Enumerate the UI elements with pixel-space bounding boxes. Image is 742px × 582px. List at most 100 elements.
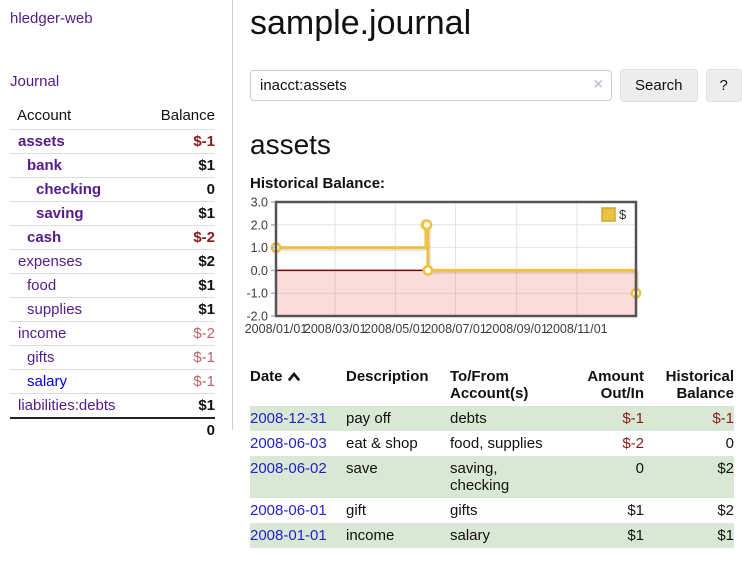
grand-total-value: 0 [206, 422, 215, 439]
account-balance: $1 [198, 205, 215, 222]
account-row: saving $1 [10, 202, 215, 226]
account-name-cell: supplies [10, 298, 140, 322]
transaction-date-cell: 2008-01-01 [250, 523, 346, 548]
account-link-checking[interactable]: checking [36, 181, 102, 198]
transaction-date-cell: 2008-12-31 [250, 406, 346, 431]
account-balance: $-1 [193, 133, 215, 150]
transaction-description: gift [346, 502, 367, 519]
account-balance: $-2 [193, 229, 215, 246]
balance-column-header-txn: Historical Balance [665, 368, 734, 402]
app-title-link[interactable]: hledger-web [10, 10, 93, 27]
transactions-table: Date Description To/From Account(s) Amou… [250, 366, 734, 548]
transaction-date-link[interactable]: 2008-12-31 [250, 410, 327, 427]
account-balance: $-2 [193, 325, 215, 342]
search-input-wrap: × [250, 70, 612, 101]
account-row: supplies $1 [10, 298, 215, 322]
legend-label: $ [619, 207, 627, 222]
account-row: bank $1 [10, 154, 215, 178]
sidebar-item-journal[interactable]: Journal [10, 73, 60, 90]
account-row: assets $-1 [10, 130, 215, 154]
account-name-cell: food [10, 274, 140, 298]
account-link-assets[interactable]: assets [18, 133, 65, 150]
account-row: checking 0 [10, 178, 215, 202]
account-link-income[interactable]: income [18, 325, 67, 342]
account-name-cell: assets [10, 130, 140, 154]
account-link-gifts[interactable]: gifts [27, 349, 55, 366]
account-link-saving[interactable]: saving [36, 205, 84, 222]
transaction-amount: $-1 [622, 410, 644, 427]
description-column-header: Description [346, 368, 429, 385]
account-balance-table: Account Balance assets $-1 bank $1 checking 0… [10, 104, 215, 442]
transaction-balance: $1 [717, 527, 734, 544]
account-name-cell: bank [10, 154, 140, 178]
account-name-cell: salary [10, 370, 140, 394]
clear-search-icon[interactable]: × [593, 76, 603, 93]
transaction-balance: $2 [717, 502, 734, 519]
account-name-cell: liabilities:debts [10, 394, 140, 419]
account-row: gifts $-1 [10, 346, 215, 370]
account-balance: $1 [198, 397, 215, 414]
account-column-header: Account [17, 107, 72, 124]
account-row: expenses $2 [10, 250, 215, 274]
transaction-row: 2008-06-03 eat & shop food, supplies $-2 0 [250, 431, 734, 456]
account-balance: $2 [198, 253, 215, 270]
balance-column-header: Balance [160, 107, 215, 124]
transaction-amount: 0 [635, 460, 644, 477]
page: hledger-web Journal Account Balance asse… [10, 0, 742, 548]
search-input[interactable] [250, 70, 612, 101]
transaction-balance: $-1 [712, 410, 734, 427]
account-name-cell: expenses [10, 250, 140, 274]
page-title: sample.journal [250, 4, 472, 42]
account-link-liabilities-debts[interactable]: liabilities:debts [18, 397, 116, 414]
transaction-accounts: food, supplies [450, 435, 543, 452]
account-heading: assets [250, 129, 331, 160]
transaction-date-cell: 2008-06-03 [250, 431, 346, 456]
transaction-accounts: debts [450, 410, 487, 427]
amount-column-header: Amount Out/In [587, 368, 644, 402]
transaction-accounts: salary [450, 527, 491, 544]
transaction-row: 2008-01-01 income salary $1 $1 [250, 523, 734, 548]
transaction-date-cell: 2008-06-02 [250, 456, 346, 498]
transaction-date-link[interactable]: 2008-06-01 [250, 502, 327, 519]
account-link-salary[interactable]: salary [27, 373, 68, 390]
transaction-description: income [346, 527, 395, 544]
account-row: cash $-2 [10, 226, 215, 250]
account-row: salary $-1 [10, 370, 215, 394]
grand-total-row: 0 [10, 418, 215, 442]
transaction-date-link[interactable]: 2008-01-01 [250, 527, 327, 544]
transaction-date-link[interactable]: 2008-06-03 [250, 435, 327, 452]
transaction-balance: 0 [725, 435, 734, 452]
transaction-date-link[interactable]: 2008-06-02 [250, 460, 327, 477]
svg-text:0.0: 0.0 [251, 264, 268, 278]
svg-text:2008/03/01: 2008/03/01 [304, 322, 367, 336]
account-link-food[interactable]: food [27, 277, 57, 294]
transaction-description: pay off [346, 410, 391, 427]
svg-text:3.0: 3.0 [251, 196, 268, 210]
account-name-cell: income [10, 322, 140, 346]
main-content: sample.journal × Search ? assets Histori… [233, 0, 742, 548]
search-button[interactable]: Search [620, 69, 698, 102]
accounts-column-header: To/From Account(s) [450, 368, 529, 402]
account-link-supplies[interactable]: supplies [27, 301, 83, 318]
balance-chart-svg: 3.0 2.0 1.0 0.0 -1.0 -2.02008/01/012008/03/01… [245, 196, 642, 336]
account-link-expenses[interactable]: expenses [18, 253, 83, 270]
transaction-row: 2008-12-31 pay off debts $-1 $-1 [250, 406, 734, 431]
account-link-bank[interactable]: bank [27, 157, 63, 174]
account-link-cash[interactable]: cash [27, 229, 62, 246]
sort-asc-icon [287, 368, 300, 385]
transaction-date-cell: 2008-06-01 [250, 498, 346, 523]
svg-text:2008/07/01: 2008/07/01 [424, 322, 487, 336]
svg-text:-2.0: -2.0 [246, 310, 268, 324]
date-column-header[interactable]: Date [250, 366, 346, 406]
svg-text:2008/05/01: 2008/05/01 [364, 322, 427, 336]
transaction-amount: $1 [627, 527, 644, 544]
account-name-cell: saving [10, 202, 140, 226]
chart-title: Historical Balance: [250, 175, 386, 192]
account-balance: $1 [198, 277, 215, 294]
transaction-balance: $2 [717, 460, 734, 477]
account-row: income $-2 [10, 322, 215, 346]
help-button[interactable]: ? [705, 69, 742, 102]
transaction-description: save [346, 460, 378, 477]
account-name-cell: gifts [10, 346, 140, 370]
account-balance: 0 [206, 181, 215, 198]
